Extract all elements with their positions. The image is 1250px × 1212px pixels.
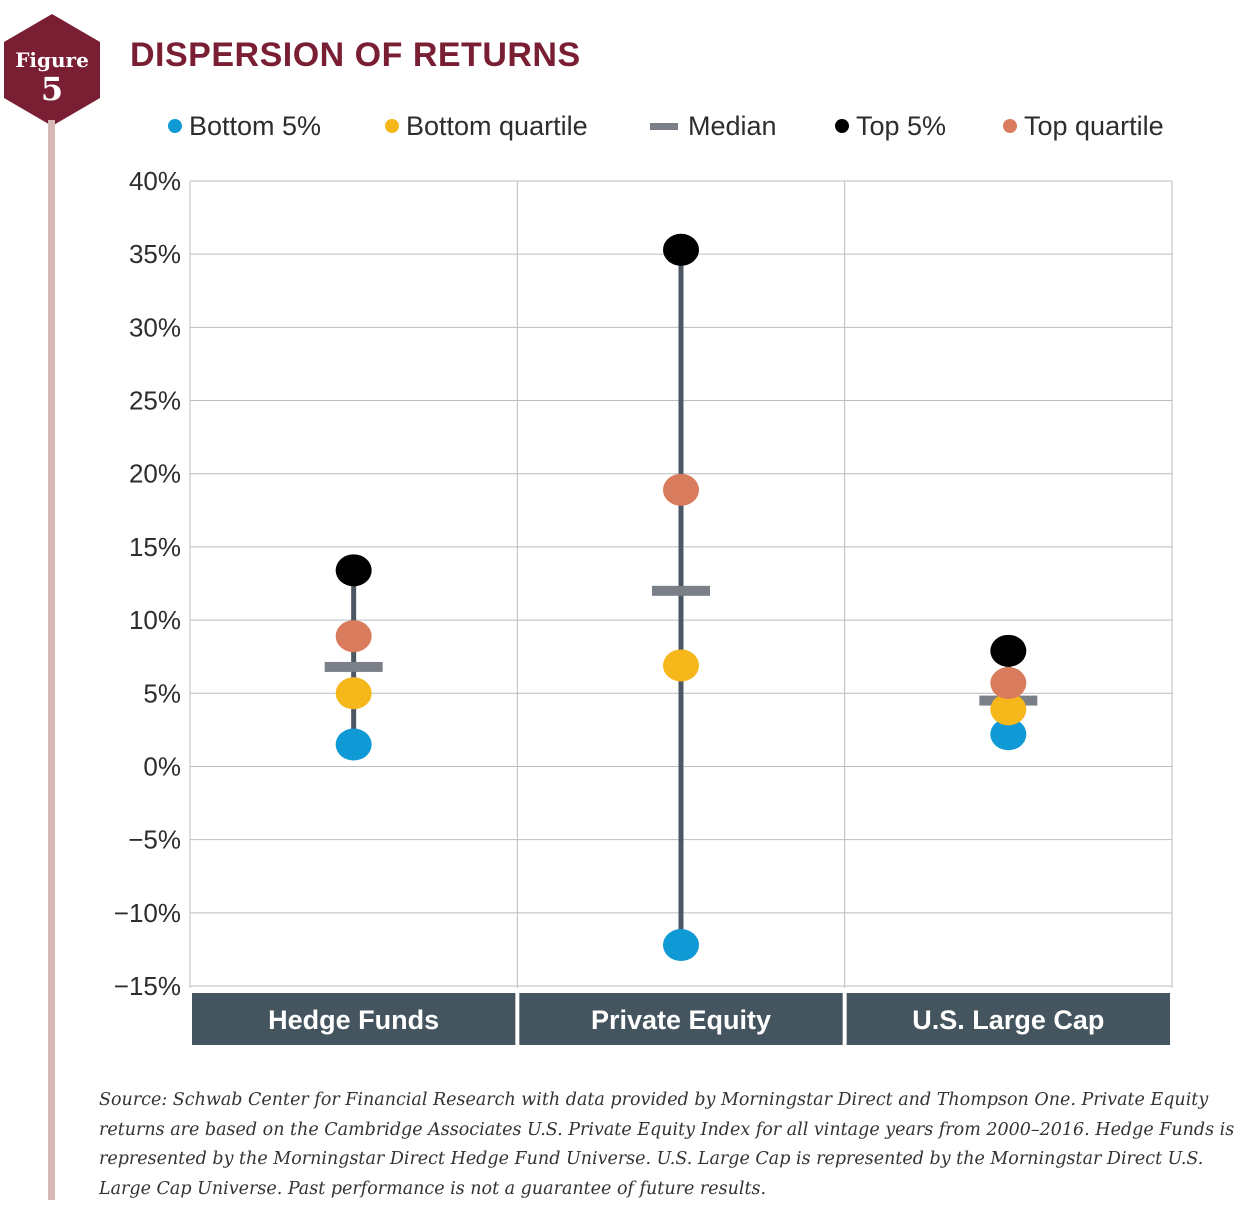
category-label-hedge-funds: Hedge Funds [268,1005,439,1035]
figure-badge-number: 5 [40,70,64,108]
top-5-marker-private-equity [663,233,699,266]
y-tick-label: 25% [129,386,181,416]
category-band-hedge-funds [192,993,516,1045]
legend-item-median: Median [650,106,777,146]
figure-side-rail [48,120,55,1200]
median-marker-hedge-funds [324,661,383,672]
category-label-private-equity: Private Equity [591,1005,771,1035]
legend-marker-top-quartile [1003,119,1017,133]
top-quartile-marker-private-equity [663,473,699,506]
category-band-private-equity [519,993,843,1045]
top-quartile-marker-hedge-funds [335,620,372,653]
bottom-quartile-marker-u-s-large-cap [990,693,1027,726]
legend-label-bottom-quartile: Bottom quartile [406,110,588,141]
legend-item-bottom-5: Bottom 5% [168,106,321,146]
category-label-u-s-large-cap: U.S. Large Cap [912,1005,1104,1035]
legend-item-bottom-quartile: Bottom quartile [385,106,588,146]
category-band-u-s-large-cap [846,993,1170,1045]
top-quartile-marker-u-s-large-cap [990,667,1027,700]
legend-marker-median [650,122,678,130]
top-5-marker-hedge-funds [335,554,372,587]
y-tick-label: 15% [129,532,181,562]
dispersion-chart: 40% 35% 30% 25% 20% 15% 10% 5% 0% −5% −10% −15% Hedg… [114,166,1173,1045]
y-tick-label: −15% [114,971,181,1001]
y-tick-label: 35% [129,239,181,269]
figure-badge-hexagon [4,14,100,126]
legend-label-top-quartile: Top quartile [1024,110,1164,141]
source-note: Source: Schwab Center for Financial Rese… [99,1090,1235,1199]
legend-marker-top-5 [835,119,849,133]
figure-badge-word: Figure [15,48,89,72]
y-tick-label: 30% [129,312,181,342]
legend-item-top-quartile: Top quartile [1003,106,1164,146]
figure-badge: Figure 5 [4,14,100,126]
chart-legend: Bottom 5% Bottom quartile Median Top 5% … [0,106,1250,146]
bottom-quartile-marker-hedge-funds [335,677,372,710]
legend-marker-bottom-5 [168,119,182,133]
bottom-5-marker-hedge-funds [335,728,372,761]
bottom-5-marker-u-s-large-cap [990,718,1027,751]
y-tick-label: 40% [129,166,181,196]
legend-marker-bottom-quartile [385,119,399,133]
y-tick-label: 5% [143,678,181,708]
legend-label-bottom-5: Bottom 5% [189,110,322,141]
median-marker-private-equity [652,585,710,596]
bottom-5-marker-private-equity [663,929,699,962]
y-tick-label: −10% [114,898,181,928]
y-tick-label: 20% [129,459,181,489]
chart-title: DISPERSION OF RETURNS [130,36,581,74]
bottom-quartile-marker-private-equity [663,649,699,682]
y-tick-label: −5% [128,825,181,855]
legend-item-top-5: Top 5% [835,106,946,146]
y-tick-label: 10% [129,605,181,635]
y-tick-label: 0% [143,751,181,781]
legend-label-top-5: Top 5% [856,110,947,141]
legend-label-median: Median [688,110,777,141]
top-5-marker-u-s-large-cap [990,634,1027,667]
